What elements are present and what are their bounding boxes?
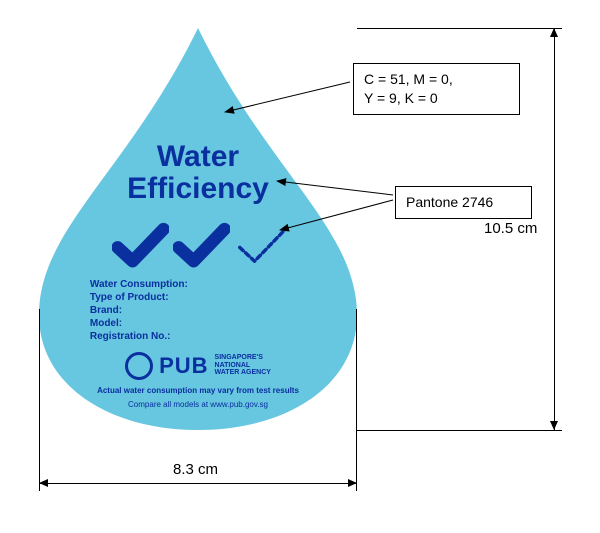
info-line: Type of Product: (90, 292, 188, 303)
pub-logo: PUB SINGAPORE'S NATIONAL WATER AGENCY (39, 352, 357, 380)
cmyk-line2: Y = 9, K = 0 (364, 89, 509, 108)
callout-cmyk: C = 51, M = 0, Y = 9, K = 0 (353, 63, 520, 115)
tag-line2: NATIONAL (215, 362, 271, 370)
cmyk-line1: C = 51, M = 0, (364, 70, 509, 89)
tag-line3: WATER AGENCY (215, 369, 271, 377)
pub-logo-text: PUB (159, 353, 208, 379)
title-line1: Water (96, 141, 300, 173)
footer-line1: Actual water consumption may vary from t… (39, 386, 357, 395)
tag-line1: SINGAPORE'S (215, 354, 271, 362)
pub-logo-tagline: SINGAPORE'S NATIONAL WATER AGENCY (215, 354, 271, 377)
drop-content: Water Efficiency Water Consumption: Type … (39, 28, 357, 430)
info-line: Registration No.: (90, 331, 188, 342)
diagram-stage: Water Efficiency Water Consumption: Type … (0, 0, 600, 533)
water-drop: Water Efficiency Water Consumption: Type … (39, 28, 357, 430)
info-line: Water Consumption: (90, 279, 188, 290)
pantone-text: Pantone 2746 (406, 194, 493, 210)
info-block: Water Consumption: Type of Product: Brand:… (90, 277, 188, 344)
height-label: 10.5 cm (484, 220, 537, 237)
drop-wrap: Water Efficiency Water Consumption: Type … (39, 28, 357, 430)
title: Water Efficiency (96, 141, 300, 206)
info-line: Model: (90, 318, 188, 329)
info-line: Brand: (90, 305, 188, 316)
width-label: 8.3 cm (173, 461, 218, 478)
tick-filled-icon (112, 213, 169, 277)
tick-outline-icon (234, 213, 291, 277)
pub-logo-mark-icon (125, 352, 153, 380)
footer-line2: Compare all models at www.pub.gov.sg (39, 400, 357, 409)
title-line2: Efficiency (96, 173, 300, 205)
callout-pantone: Pantone 2746 (395, 186, 532, 219)
tick-filled-icon (173, 213, 230, 277)
tick-row (112, 213, 303, 277)
